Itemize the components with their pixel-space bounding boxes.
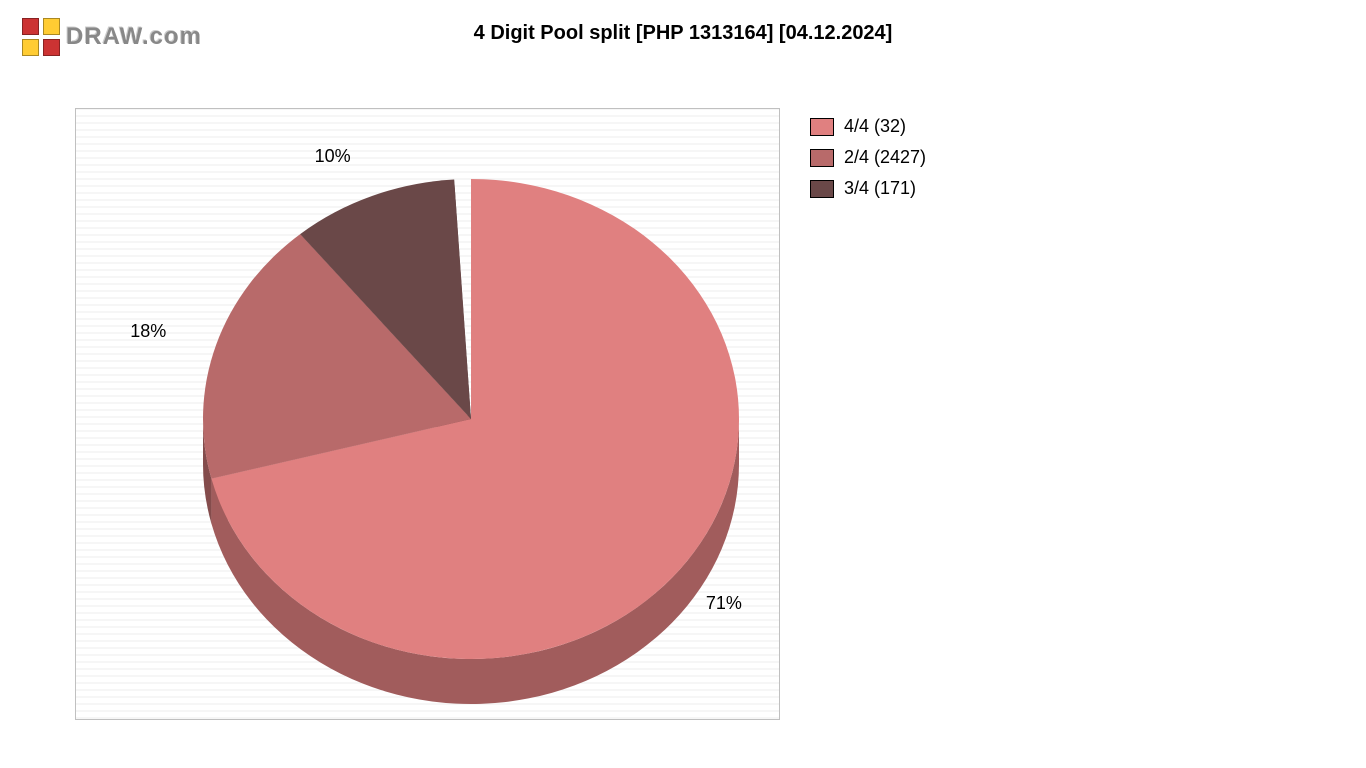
plot-area: 71% 18% 10% xyxy=(75,108,780,720)
pie-chart xyxy=(76,109,780,720)
legend-item: 4/4 (32) xyxy=(810,116,926,137)
legend-swatch xyxy=(810,180,834,198)
legend-label: 4/4 (32) xyxy=(844,116,906,137)
slice-percent-label: 71% xyxy=(706,593,742,614)
pie-top xyxy=(203,179,739,659)
legend-label: 3/4 (171) xyxy=(844,178,916,199)
legend-item: 3/4 (171) xyxy=(810,178,926,199)
chart-title: 4 Digit Pool split [PHP 1313164] [04.12.… xyxy=(0,22,1366,45)
legend-item: 2/4 (2427) xyxy=(810,147,926,168)
legend-label: 2/4 (2427) xyxy=(844,147,926,168)
slice-percent-label: 18% xyxy=(130,321,166,342)
slice-percent-label: 10% xyxy=(315,146,351,167)
legend-swatch xyxy=(810,118,834,136)
legend-swatch xyxy=(810,149,834,167)
legend: 4/4 (32) 2/4 (2427) 3/4 (171) xyxy=(810,116,926,209)
